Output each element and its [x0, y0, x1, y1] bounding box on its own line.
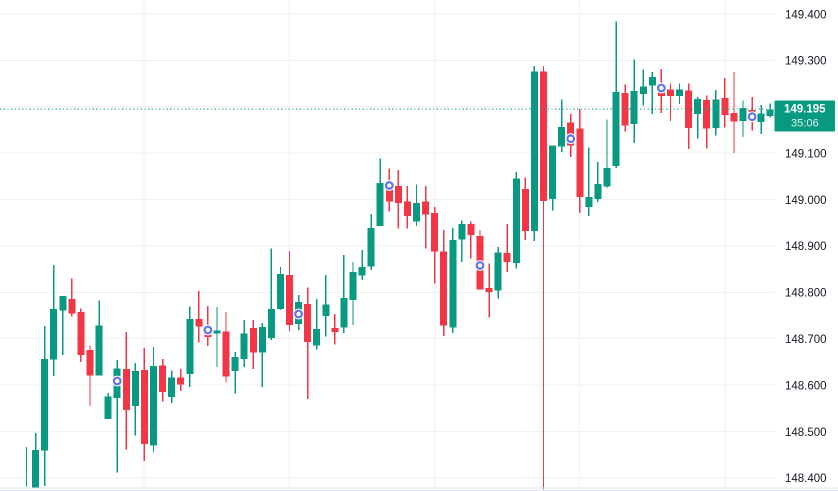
- svg-text:148.700: 148.700: [785, 334, 827, 346]
- svg-text:148.900: 148.900: [785, 241, 827, 253]
- svg-text:149.400: 149.400: [785, 9, 827, 21]
- svg-text:149.300: 149.300: [785, 56, 827, 68]
- svg-text:148.600: 148.600: [785, 380, 827, 392]
- svg-text:149.100: 149.100: [785, 148, 827, 160]
- svg-text:148.800: 148.800: [785, 288, 827, 300]
- svg-text:149.195: 149.195: [784, 104, 826, 116]
- svg-text:148.400: 148.400: [785, 473, 827, 485]
- svg-text:149.000: 149.000: [785, 195, 827, 207]
- svg-text:148.500: 148.500: [785, 427, 827, 439]
- svg-text:35:06: 35:06: [791, 117, 819, 129]
